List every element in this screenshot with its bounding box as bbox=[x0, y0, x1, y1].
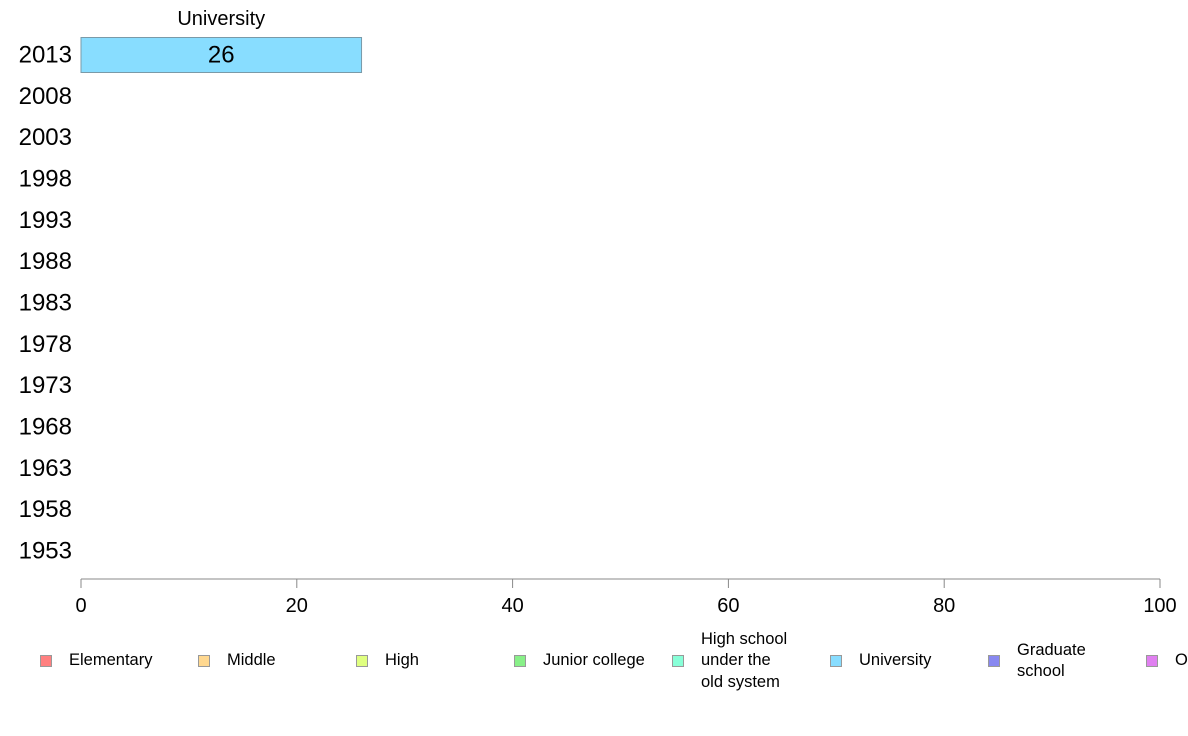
legend-item: High school under the old system bbox=[672, 628, 787, 694]
chart: 2013 2008 2003 1998 1993 1988 1983 1978 1973 1968… bbox=[19, 8, 1177, 617]
y-tick-label: 1988 bbox=[19, 248, 72, 275]
legend-swatch bbox=[198, 655, 210, 667]
x-tick-label: 0 bbox=[75, 595, 86, 617]
bar-value-label: 26 bbox=[208, 42, 235, 69]
legend-label: Junior college bbox=[543, 651, 645, 670]
legend-swatch bbox=[988, 655, 1000, 667]
x-tick-label: 40 bbox=[501, 595, 523, 617]
legend-label: High school under the old system bbox=[701, 629, 788, 691]
legend: Elementary Middle High Junior college High s… bbox=[0, 628, 1188, 698]
legend-label: Elementary bbox=[69, 651, 153, 670]
legend-item: Junior college bbox=[514, 628, 645, 694]
legend-swatch bbox=[40, 655, 52, 667]
legend-swatch bbox=[1146, 655, 1158, 667]
legend-item: Graduate school bbox=[988, 628, 1086, 694]
y-tick-label: 2013 bbox=[19, 42, 72, 69]
y-tick-label: 1973 bbox=[19, 372, 72, 399]
legend-swatch bbox=[830, 655, 842, 667]
x-tick-label: 20 bbox=[286, 595, 308, 617]
y-tick-label: 2008 bbox=[19, 83, 72, 110]
legend-item: Elementary bbox=[40, 628, 152, 694]
x-tick-label: 60 bbox=[717, 595, 739, 617]
y-tick-label: 1953 bbox=[19, 537, 72, 564]
legend-label: Graduate school bbox=[1017, 640, 1086, 681]
x-tick-label: 100 bbox=[1143, 595, 1176, 617]
y-tick-label: 1993 bbox=[19, 207, 72, 234]
legend-item: High bbox=[356, 628, 419, 694]
legend-label: O bbox=[1175, 651, 1188, 670]
legend-label: High bbox=[385, 651, 419, 670]
y-tick-label: 1983 bbox=[19, 289, 72, 316]
legend-swatch bbox=[356, 655, 368, 667]
legend-item: O bbox=[1146, 628, 1188, 694]
legend-item: University bbox=[830, 628, 931, 694]
legend-swatch bbox=[514, 655, 526, 667]
legend-item: Middle bbox=[198, 628, 276, 694]
legend-label: Middle bbox=[227, 651, 276, 670]
y-tick-label: 1978 bbox=[19, 331, 72, 358]
y-tick-label: 1963 bbox=[19, 455, 72, 482]
bar bbox=[80, 37, 363, 73]
legend-swatch bbox=[672, 655, 684, 667]
y-tick-label: 1998 bbox=[19, 165, 72, 192]
x-tick-label: 80 bbox=[933, 595, 955, 617]
legend-label: University bbox=[859, 651, 932, 670]
y-tick-label: 2003 bbox=[19, 124, 72, 151]
y-tick-label: 1968 bbox=[19, 413, 72, 440]
y-tick-label: 1958 bbox=[19, 496, 72, 523]
bar-top-label: University bbox=[177, 8, 265, 30]
